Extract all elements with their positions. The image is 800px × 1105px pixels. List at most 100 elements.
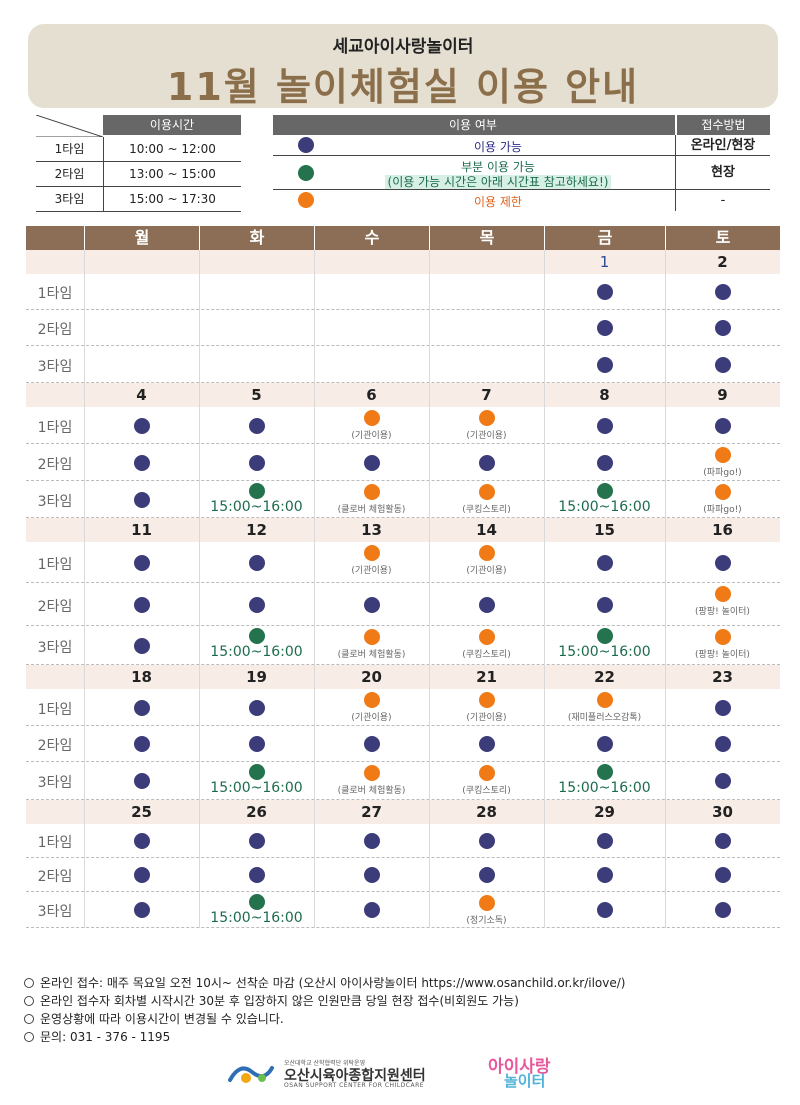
slot-cell bbox=[314, 346, 429, 382]
footer-line: 온라인 접수: 매주 목요일 오전 10시~ 선착순 마감 (오산시 아이사랑놀… bbox=[24, 974, 784, 992]
available-dot-icon bbox=[714, 357, 731, 373]
date-number: 6 bbox=[366, 386, 377, 404]
slot-note: (파파go!) bbox=[703, 468, 742, 478]
slot-cell: (쿠킹스토리) bbox=[429, 626, 544, 664]
legend-table: 이용 여부 접수방법 이용 가능 온라인/현장 부분 이용 가능 (이용 가능 … bbox=[273, 115, 770, 211]
slot-time: 15:00~16:00 bbox=[210, 644, 303, 660]
slot-label: 1타임 bbox=[37, 702, 73, 718]
slot-note: (쿠킹스토리) bbox=[462, 505, 511, 515]
slot-cell: (기관이용) bbox=[429, 542, 544, 582]
slot-time: 15:00~16:00 bbox=[558, 644, 651, 660]
column-divider bbox=[429, 665, 430, 800]
column-divider bbox=[314, 250, 315, 383]
slot-cell: 15:00~16:00 bbox=[544, 626, 665, 664]
slot-cell bbox=[199, 542, 314, 582]
calendar-week: 18 19 20 21 22 23 1타임 (기관이용) (기관이용) (재미플러스오감톡) 2타임… bbox=[26, 665, 780, 800]
column-divider bbox=[544, 518, 545, 665]
slot-label: 3타임 bbox=[37, 904, 73, 920]
slot-cell: 15:00~16:00 bbox=[544, 762, 665, 799]
slot-cell bbox=[429, 310, 544, 345]
available-dot-icon bbox=[133, 555, 150, 571]
column-divider bbox=[199, 665, 200, 800]
available-dot-icon bbox=[248, 455, 265, 471]
slot-cell bbox=[429, 274, 544, 309]
slot-note: (클로버 체험활동) bbox=[337, 505, 406, 515]
available-dot-icon bbox=[133, 867, 150, 883]
available-dot-icon bbox=[478, 736, 495, 752]
slot-cell bbox=[314, 583, 429, 625]
available-dot-icon bbox=[596, 320, 613, 336]
slot-cell bbox=[429, 346, 544, 382]
available-dot-icon bbox=[133, 638, 150, 654]
slot-cell bbox=[665, 892, 780, 927]
legend-method-partial: 현장 bbox=[675, 156, 770, 190]
column-divider bbox=[84, 250, 85, 383]
slot-note: (클로버 체험활동) bbox=[337, 786, 406, 796]
available-dot-icon bbox=[133, 773, 150, 789]
slot-row: 3타임 15:00~16:00 (클로버 체험활동) (쿠킹스토리) 15:00~16:… bbox=[26, 762, 780, 800]
slot-cell: 15:00~16:00 bbox=[199, 762, 314, 799]
date-number: 11 bbox=[131, 521, 152, 539]
org-logo: 오산대학교 산학협력단 위탁운영 오산시육아종합지원센터 OSAN SUPPOR… bbox=[226, 1058, 466, 1090]
available-dot-icon bbox=[478, 455, 495, 471]
slot-note: (파파go!) bbox=[703, 505, 742, 515]
legend-label-available: 이용 가능 bbox=[474, 140, 522, 154]
slot-cell bbox=[429, 858, 544, 891]
slot-cell bbox=[429, 824, 544, 857]
slot-cell bbox=[199, 858, 314, 891]
slot-cell bbox=[665, 310, 780, 345]
slot-cell bbox=[84, 542, 199, 582]
slot-note: (기관이용) bbox=[466, 431, 507, 441]
legend-method-available: 온라인/현장 bbox=[675, 135, 770, 156]
slot-note: (팡팡! 놀이터) bbox=[695, 607, 750, 617]
slot-cell: 15:00~16:00 bbox=[544, 481, 665, 517]
date-number: 19 bbox=[246, 668, 267, 686]
slot-row: 2타임 (파파go!) bbox=[26, 444, 780, 481]
legend-header-method: 접수방법 bbox=[675, 115, 770, 135]
slot-note: (클로버 체험활동) bbox=[337, 650, 406, 660]
column-divider bbox=[544, 383, 545, 518]
available-dot-icon bbox=[363, 597, 380, 613]
slot-label: 1타임 bbox=[37, 286, 73, 302]
date-number bbox=[84, 250, 199, 274]
legend-row-available: 이용 가능 온라인/현장 bbox=[273, 135, 770, 156]
slot-row: 1타임 bbox=[26, 824, 780, 858]
slot-cell bbox=[199, 444, 314, 480]
slot-cell bbox=[84, 626, 199, 664]
column-divider bbox=[84, 518, 85, 665]
org-subtitle: 오산대학교 산학협력단 위탁운영 bbox=[284, 1060, 366, 1067]
slot-label: 3타임 bbox=[37, 640, 73, 656]
column-divider bbox=[84, 800, 85, 928]
available-dot-icon bbox=[714, 284, 731, 300]
slot-label: 3타임 bbox=[37, 775, 73, 791]
available-dot-icon bbox=[133, 736, 150, 752]
footer-line: 온라인 접수자 회차별 시작시간 30분 후 입장하지 않은 인원만큼 당일 현… bbox=[24, 992, 784, 1010]
slot-cell: (팡팡! 놀이터) bbox=[665, 626, 780, 664]
limited-dot-icon bbox=[596, 692, 613, 708]
slot-cell: (팡팡! 놀이터) bbox=[665, 583, 780, 625]
slot-row: 3타임 15:00~16:00 (정기소독) bbox=[26, 892, 780, 928]
limited-dot-icon bbox=[298, 192, 314, 208]
column-divider bbox=[665, 665, 666, 800]
slot-cell bbox=[84, 407, 199, 443]
bullet-circle-icon bbox=[24, 1014, 34, 1024]
available-dot-icon bbox=[363, 736, 380, 752]
available-dot-icon bbox=[714, 418, 731, 434]
limited-dot-icon bbox=[478, 629, 495, 645]
slot-cell bbox=[84, 689, 199, 725]
slot-cell bbox=[544, 444, 665, 480]
limited-dot-icon bbox=[478, 895, 495, 911]
partial-dot-icon bbox=[248, 483, 265, 499]
column-divider bbox=[665, 800, 666, 928]
slot-row: 2타임 bbox=[26, 310, 780, 346]
slot-cell bbox=[84, 274, 199, 309]
slot-note: (쿠킹스토리) bbox=[462, 650, 511, 660]
slot-cell: 15:00~16:00 bbox=[199, 892, 314, 927]
calendar-week: 4 5 6 7 8 9 1타임 (기관이용) (기관이용) 2타임 (파파go!) 3타임 15:00~… bbox=[26, 383, 780, 518]
slot-cell bbox=[429, 726, 544, 761]
slot-cell bbox=[665, 762, 780, 799]
slot-time: 15:00~16:00 bbox=[210, 910, 303, 926]
slot-cell bbox=[314, 858, 429, 891]
bullet-circle-icon bbox=[24, 996, 34, 1006]
slot-cell bbox=[199, 824, 314, 857]
